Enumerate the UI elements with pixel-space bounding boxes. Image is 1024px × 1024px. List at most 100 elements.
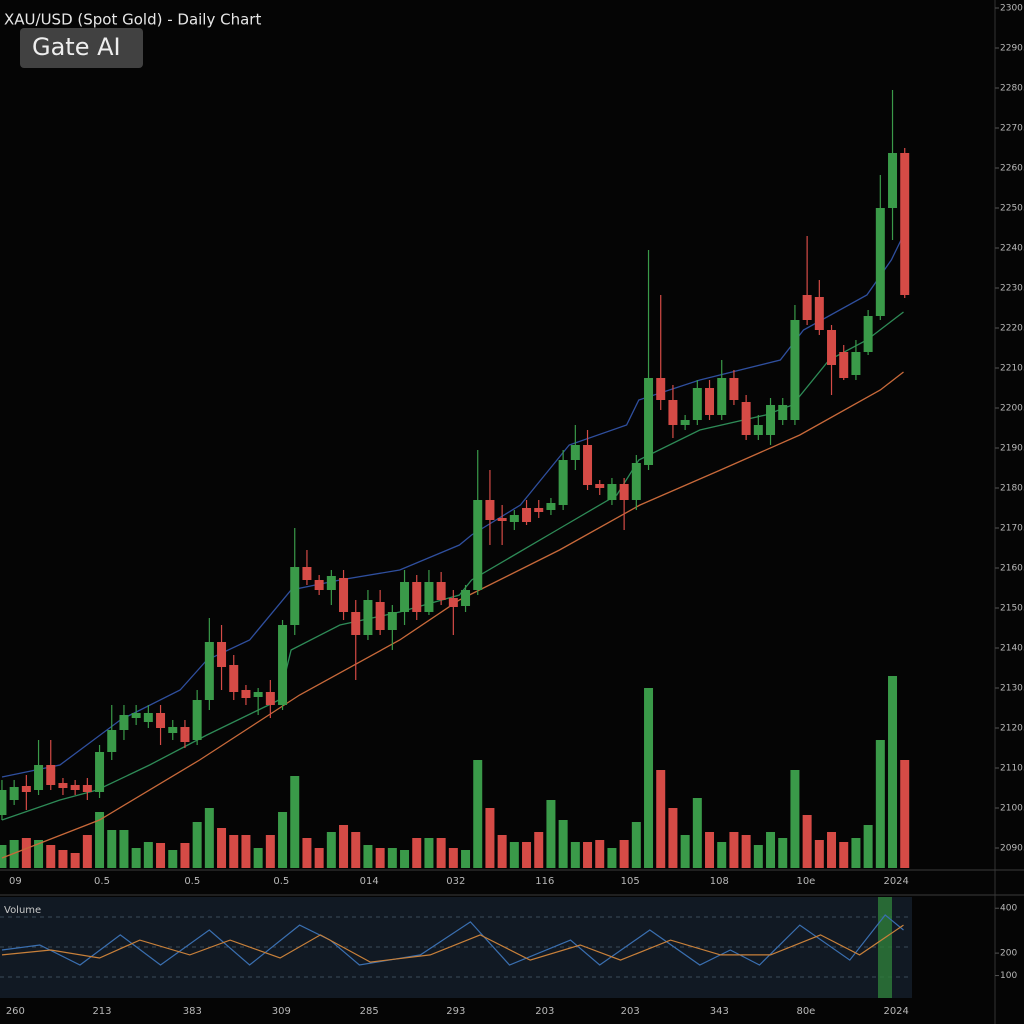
x-tick-label: 116 <box>535 876 554 887</box>
volume-bar <box>546 800 556 868</box>
volume-bar <box>143 842 153 868</box>
candle-body <box>70 785 80 790</box>
volume-bar <box>21 838 31 868</box>
y-tick-label: 2130.00 <box>1000 684 1024 694</box>
volume-bar <box>180 843 190 868</box>
x-tick-label: 285 <box>360 1006 379 1017</box>
x-tick-label: 293 <box>446 1006 465 1017</box>
candle-body <box>278 625 288 705</box>
x-tick-label: 0.5 <box>94 876 110 887</box>
candle-body <box>229 665 239 692</box>
y-tick-label: 2120.00 <box>1000 724 1024 734</box>
x-tick-label: 10e <box>796 876 815 887</box>
volume-bar <box>400 850 410 868</box>
candle-body <box>95 752 105 792</box>
y-tick-label: 2150.00 <box>1000 604 1024 614</box>
candle-body <box>827 330 837 365</box>
volume-bar <box>705 832 715 868</box>
candle-body <box>851 352 861 375</box>
volume-bar <box>802 815 812 868</box>
y-tick-label: 2230.00 <box>1000 284 1024 294</box>
y-tick-label: 2210.00 <box>1000 364 1024 374</box>
candle-body <box>204 642 214 700</box>
y-tick-label: 2280.00 <box>1000 84 1024 94</box>
candle-body <box>546 503 556 510</box>
candle-body <box>387 612 397 630</box>
y-tick-label: 2100.00 <box>1000 804 1024 814</box>
volume-bar <box>509 842 519 868</box>
x-tick-label: 09 <box>9 876 22 887</box>
candle-body <box>34 765 44 790</box>
volume-bar <box>119 830 129 868</box>
x-tick-label: 260 <box>6 1006 25 1017</box>
x-tick-label: 213 <box>92 1006 111 1017</box>
volume-bar <box>424 838 434 868</box>
x-tick-label: 014 <box>360 876 379 887</box>
volume-bar <box>534 832 544 868</box>
x-tick-label: 203 <box>621 1006 640 1017</box>
candle-body <box>351 612 361 635</box>
candle-body <box>705 388 715 415</box>
volume-bar <box>461 850 471 868</box>
candle-body <box>802 295 812 320</box>
volume-bar <box>168 850 178 868</box>
volume-bar <box>375 848 385 868</box>
candle-body <box>314 580 324 590</box>
candle-body <box>485 500 495 520</box>
x-tick-label: 309 <box>272 1006 291 1017</box>
candle-body <box>143 713 153 722</box>
candle-body <box>58 783 68 788</box>
volume-bar <box>9 840 19 868</box>
candle-body <box>814 297 824 330</box>
candle-body <box>180 727 190 742</box>
candle-body <box>619 484 629 500</box>
volume-bar <box>107 830 117 868</box>
candle-body <box>253 692 263 697</box>
volume-bar <box>644 688 654 868</box>
watermark: Gate AI <box>32 33 121 61</box>
x-tick-label: 032 <box>446 876 465 887</box>
volume-bar <box>192 822 202 868</box>
candle-body <box>400 582 410 612</box>
x-tick-label: 2024 <box>883 876 908 887</box>
y-tick-label: 2140.00 <box>1000 644 1024 654</box>
volume-bar <box>34 840 44 868</box>
y-tick-label: 2250.00 <box>1000 204 1024 214</box>
candle-body <box>778 405 788 420</box>
candle-body <box>595 484 605 488</box>
candle-body <box>631 463 641 500</box>
candle-body <box>9 787 19 800</box>
volume-bar <box>619 840 629 868</box>
candle-body <box>680 420 690 425</box>
watermark-box <box>20 28 143 68</box>
volume-bar <box>900 760 910 868</box>
volume-bar <box>412 838 422 868</box>
volume-bar <box>570 842 580 868</box>
candle-body <box>473 500 483 590</box>
candle-body <box>168 727 178 733</box>
highlight <box>878 897 892 998</box>
x-tick-label: 383 <box>183 1006 202 1017</box>
volume-bar <box>253 848 263 868</box>
volume-bar <box>95 812 105 868</box>
y-tick-label: 400 <box>1000 904 1017 914</box>
candle-body <box>0 790 7 815</box>
candle-body <box>82 785 92 792</box>
y-tick-label: 2270.00 <box>1000 124 1024 134</box>
volume-bar <box>363 845 373 868</box>
candle-body <box>717 378 727 415</box>
candle-body <box>192 700 202 740</box>
volume-bar <box>692 798 702 868</box>
candle-body <box>607 484 617 500</box>
candle-body <box>509 515 519 522</box>
volume-bar <box>875 740 885 868</box>
y-tick-label: 2190.00 <box>1000 444 1024 454</box>
volume-bar <box>790 770 800 868</box>
oscillator-line <box>1 924 904 963</box>
y-tick-label: 2240.00 <box>1000 244 1024 254</box>
x-tick-label: 343 <box>710 1006 729 1017</box>
candle-body <box>729 378 739 400</box>
volume-bar <box>558 820 568 868</box>
candle-body <box>522 508 532 522</box>
